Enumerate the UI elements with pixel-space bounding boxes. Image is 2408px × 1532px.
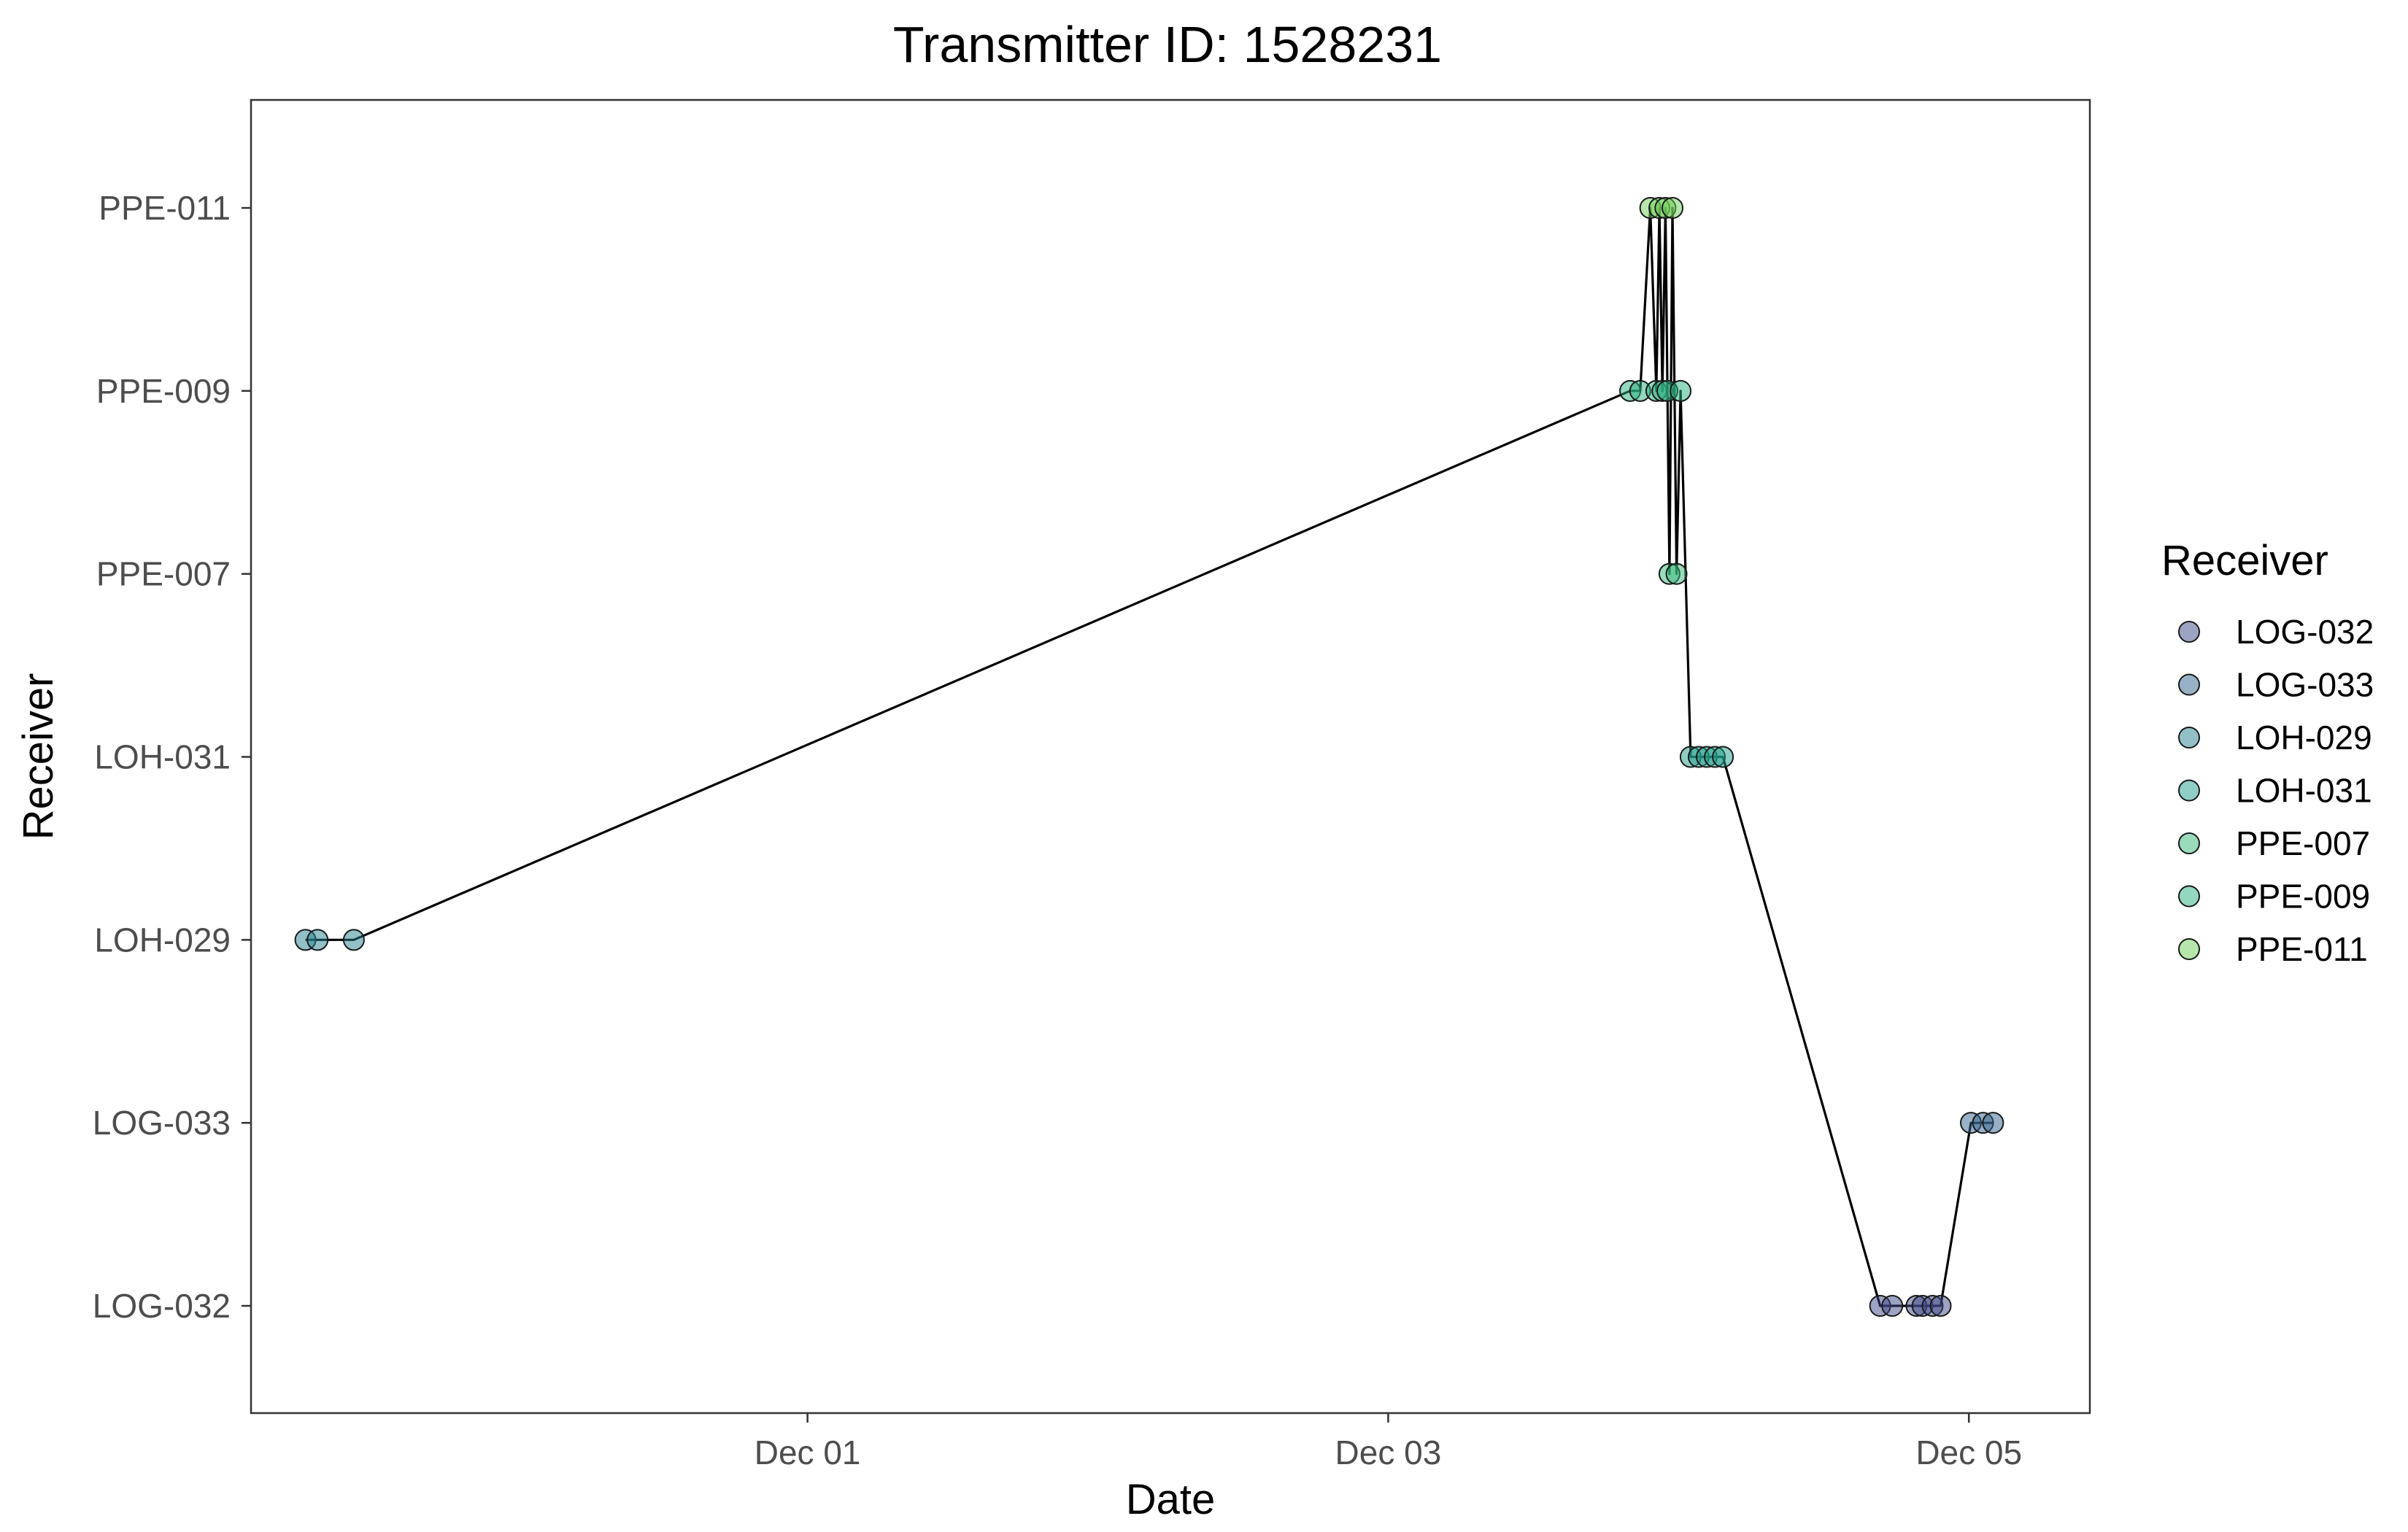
legend-key bbox=[2178, 673, 2200, 696]
legend-label: LOH-031 bbox=[2236, 772, 2372, 810]
detection-point bbox=[342, 929, 365, 951]
y-tick-label: LOG-033 bbox=[93, 1104, 231, 1142]
detection-point bbox=[1670, 379, 1692, 402]
legend-key bbox=[2178, 727, 2200, 748]
y-axis-title: Receiver bbox=[15, 673, 62, 840]
y-axis: LOG-032 LOG-033 LOH-029 LOH-031 PPE-007 PPE-0… bbox=[93, 189, 251, 1325]
detection-point bbox=[1929, 1295, 1952, 1317]
x-axis: Dec 01 Dec 03 Dec 05 bbox=[755, 1413, 2022, 1471]
y-tick-label: LOG-032 bbox=[93, 1287, 231, 1325]
y-tick-label: PPE-009 bbox=[96, 372, 231, 410]
x-axis-title: Date bbox=[1126, 1476, 1216, 1523]
y-tick-label: LOH-031 bbox=[94, 738, 231, 776]
chart-title: Transmitter ID: 1528231 bbox=[893, 16, 1442, 73]
legend-key bbox=[2178, 621, 2200, 643]
y-tick-label: PPE-007 bbox=[96, 555, 231, 593]
legend-label: PPE-009 bbox=[2236, 878, 2370, 916]
legend-title: Receiver bbox=[2161, 537, 2328, 584]
legend-key bbox=[2178, 832, 2200, 854]
legend-label: PPE-007 bbox=[2236, 824, 2370, 862]
x-tick-label: Dec 05 bbox=[1915, 1434, 2022, 1471]
detection-point bbox=[1712, 746, 1734, 768]
detection-point bbox=[1881, 1295, 1904, 1317]
legend-label: LOG-032 bbox=[2236, 613, 2374, 651]
legend-label: LOG-033 bbox=[2236, 666, 2374, 704]
legend-label: LOH-029 bbox=[2236, 719, 2372, 757]
legend-label: PPE-011 bbox=[2236, 930, 2368, 968]
detection-point bbox=[1665, 562, 1688, 585]
detection-point bbox=[306, 929, 329, 951]
detection-point bbox=[1982, 1112, 2004, 1134]
x-tick-label: Dec 03 bbox=[1335, 1434, 1442, 1471]
detection-point bbox=[1662, 197, 1684, 219]
legend-key bbox=[2178, 938, 2200, 960]
legend-key bbox=[2178, 885, 2200, 908]
legend: Receiver LOG-032 LOG-033 LOH-029 LOH-031 PPE… bbox=[2161, 537, 2374, 968]
legend-key bbox=[2178, 779, 2200, 802]
series-points-group bbox=[294, 197, 2004, 1317]
y-tick-label: LOH-029 bbox=[94, 921, 231, 959]
y-tick-label: PPE-011 bbox=[99, 189, 231, 227]
x-tick-label: Dec 01 bbox=[755, 1434, 861, 1471]
